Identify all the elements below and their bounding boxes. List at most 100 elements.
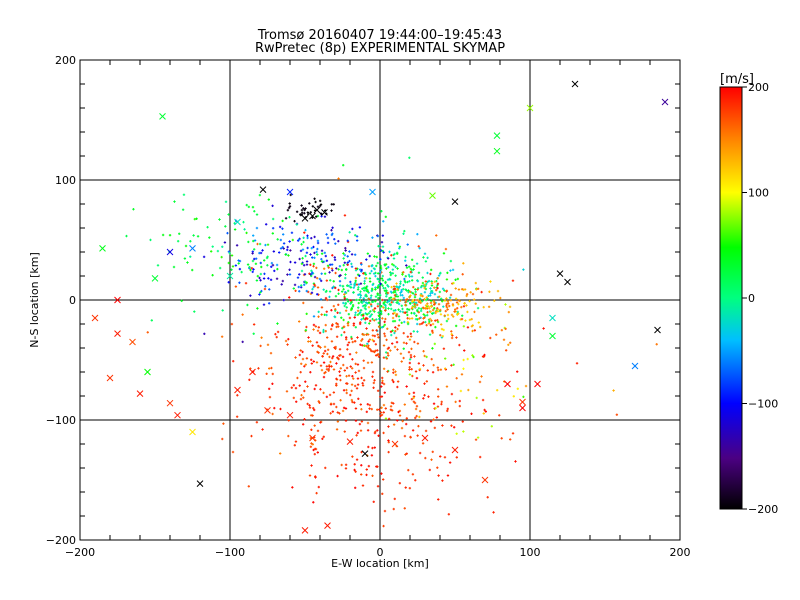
scatter-dot (316, 429, 320, 433)
scatter-x-marker (226, 272, 234, 280)
scatter-dot (172, 265, 176, 269)
scatter-dot (320, 272, 323, 275)
scatter-dot (455, 301, 459, 304)
scatter-dot (281, 233, 285, 236)
scatter-dot (414, 407, 418, 411)
x-tick-label: 0 (377, 546, 384, 559)
scatter-dot (260, 265, 263, 269)
scatter-dot (508, 305, 512, 309)
scatter-dot (268, 395, 272, 399)
scatter-dot (419, 286, 423, 289)
scatter-dot (356, 363, 360, 366)
scatter-dot (231, 450, 235, 454)
scatter-dot (410, 367, 413, 371)
scatter-dot (230, 254, 234, 257)
scatter-dot (436, 318, 439, 322)
scatter-dot (183, 257, 187, 260)
scatter-dot (312, 315, 316, 318)
scatter-dot (441, 300, 444, 303)
scatter-dot (338, 280, 342, 283)
scatter-dot (330, 209, 333, 212)
scatter-dot (429, 305, 433, 308)
scatter-dot (288, 268, 291, 271)
scatter-dot (442, 347, 446, 350)
scatter-dot (402, 296, 406, 300)
scatter-dot (332, 368, 336, 371)
scatter-dot (434, 325, 437, 329)
scatter-dot (280, 283, 283, 286)
scatter-dot (251, 259, 255, 263)
scatter-dot (404, 255, 407, 259)
colorbar-label: [m/s] (720, 72, 754, 87)
scatter-dot (499, 296, 502, 300)
scatter-dot (252, 248, 256, 251)
scatter-dot (454, 400, 457, 404)
scatter-dot (456, 306, 459, 310)
scatter-dot (386, 370, 389, 373)
scatter-dot (298, 384, 301, 387)
scatter-dot (390, 307, 393, 311)
scatter-dot (150, 319, 153, 322)
scatter-dot (448, 461, 452, 464)
scatter-dot (504, 327, 507, 331)
scatter-dot (366, 302, 369, 305)
scatter-dot (406, 335, 410, 338)
scatter-dot (337, 288, 340, 292)
scatter-dot (319, 364, 323, 367)
scatter-dot (430, 458, 433, 461)
scatter-dot (258, 293, 261, 296)
scatter-dot (180, 299, 183, 303)
scatter-dot (310, 428, 313, 431)
scatter-dot (429, 310, 432, 313)
scatter-dot (414, 416, 417, 420)
scatter-dot (295, 223, 299, 226)
scatter-dot (349, 299, 352, 302)
scatter-dot (156, 264, 160, 267)
scatter-dot (482, 355, 486, 358)
scatter-dot (348, 231, 351, 234)
scatter-dot (347, 312, 351, 316)
scatter-dot (256, 274, 260, 278)
scatter-dot (348, 316, 352, 320)
scatter-dot (456, 310, 460, 314)
scatter-dot (259, 251, 263, 255)
scatter-dot (300, 213, 304, 216)
scatter-dot (353, 316, 356, 319)
scatter-dot (495, 333, 498, 336)
scatter-dot (331, 232, 334, 235)
scatter-dot (323, 215, 327, 218)
scatter-dot (400, 360, 403, 363)
scatter-dot (429, 299, 433, 302)
scatter-dot (377, 284, 380, 287)
scatter-dot (449, 269, 452, 272)
scatter-dot (394, 265, 397, 269)
scatter-dot (508, 438, 512, 441)
scatter-dot (125, 234, 128, 238)
scatter-dot (406, 313, 409, 317)
scatter-dot (341, 355, 345, 359)
scatter-dot (358, 422, 362, 426)
scatter-dot (294, 386, 298, 390)
scatter-dot (394, 370, 397, 373)
scatter-dot (410, 311, 413, 315)
scatter-dot (281, 279, 285, 283)
scatter-dot (314, 475, 317, 478)
scatter-dot (404, 486, 407, 489)
scatter-dot (343, 297, 347, 300)
scatter-dot (436, 366, 440, 369)
scatter-dot (446, 407, 449, 411)
scatter-dot (428, 333, 432, 336)
scatter-dot (433, 292, 437, 296)
scatter-dot (383, 332, 386, 335)
scatter-dot (377, 317, 381, 321)
scatter-dot (342, 263, 345, 267)
scatter-dot (299, 370, 302, 374)
scatter-dot (403, 507, 406, 510)
scatter-dot (405, 266, 409, 269)
scatter-dot (382, 403, 386, 407)
scatter-dot (209, 250, 213, 253)
scatter-dot (226, 231, 229, 235)
scatter-dot (312, 323, 316, 327)
scatter-dot (384, 356, 388, 359)
scatter-dot (339, 367, 343, 370)
